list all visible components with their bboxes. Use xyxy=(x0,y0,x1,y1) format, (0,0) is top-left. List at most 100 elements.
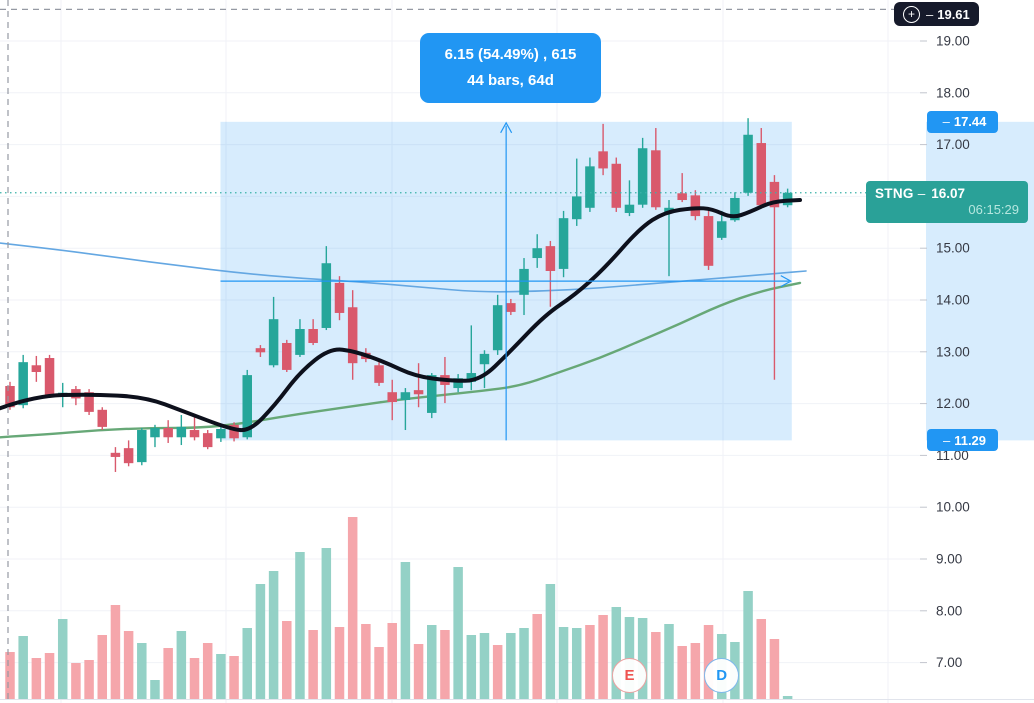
volume-bar xyxy=(229,656,239,700)
volume-bar xyxy=(532,614,542,700)
candle-body xyxy=(756,143,767,206)
price-tick-label[interactable]: 12.00 xyxy=(936,396,970,411)
volume-bar xyxy=(176,631,187,700)
volume-bar xyxy=(242,628,252,700)
volume-bar xyxy=(18,636,28,700)
range-high-price-badge: – 17.44 xyxy=(927,110,998,133)
range-up-arrowhead xyxy=(500,121,513,134)
volume-bar xyxy=(44,653,55,700)
volume-bar xyxy=(677,646,687,700)
volume-bar xyxy=(150,680,160,700)
candle-body xyxy=(532,248,542,259)
volume-bar xyxy=(84,660,94,700)
candle-body xyxy=(677,193,687,201)
earnings-marker-label: E xyxy=(624,666,635,684)
candle-body xyxy=(163,427,173,438)
price-tick-label[interactable]: 13.00 xyxy=(936,344,970,359)
earnings-marker[interactable]: E xyxy=(611,657,647,693)
candle-body xyxy=(268,319,279,366)
candle-body xyxy=(730,197,740,221)
volume-bar xyxy=(216,654,226,700)
range-tooltip-price-change: 6.15 (54.49%) , 615 xyxy=(444,46,577,63)
volume-bar xyxy=(321,548,332,700)
add-alert-icon[interactable]: + xyxy=(903,5,920,23)
candle-body xyxy=(137,430,147,463)
volume-bar xyxy=(123,631,134,700)
price-tick-label[interactable]: 7.00 xyxy=(936,655,962,670)
axis-range-highlight xyxy=(926,121,1034,441)
volume-bar xyxy=(137,643,147,700)
candle-body xyxy=(545,246,556,271)
candle-body xyxy=(571,196,582,220)
candle-body xyxy=(703,216,714,266)
candle-body xyxy=(84,392,94,412)
candle-body xyxy=(624,204,635,213)
volume-bar xyxy=(479,633,490,700)
candle-body xyxy=(743,134,753,193)
candle-body xyxy=(229,424,239,439)
volume-bar xyxy=(97,635,108,700)
candle-body xyxy=(598,151,608,169)
candle-body xyxy=(18,362,28,406)
price-tick-label[interactable]: 8.00 xyxy=(936,603,962,618)
candle-body xyxy=(479,353,490,365)
volume-bar xyxy=(651,632,661,700)
volume-bar xyxy=(202,643,213,700)
volume-bar xyxy=(413,644,424,700)
price-tick-label[interactable]: 9.00 xyxy=(936,552,962,567)
volume-bar xyxy=(427,625,437,700)
volume-bar xyxy=(492,645,503,700)
range-high-value: 17.44 xyxy=(953,114,987,130)
candle-body xyxy=(334,282,345,313)
range-low-value: 11.29 xyxy=(954,432,987,448)
last-price-value: 16.07 xyxy=(931,186,966,202)
range-tool-tooltip[interactable]: 6.15 (54.49%) , 615 44 bars, 64d xyxy=(420,33,601,103)
price-tick-label[interactable]: 18.00 xyxy=(936,85,970,100)
badge-dash: – xyxy=(942,114,950,130)
volume-bar xyxy=(361,624,371,700)
candle-body xyxy=(202,433,213,448)
candle-body xyxy=(664,207,674,212)
volume-bar xyxy=(506,633,516,700)
volume-bar xyxy=(558,627,569,700)
price-tick-label[interactable]: 17.00 xyxy=(936,137,970,152)
price-tick-label[interactable]: 10.00 xyxy=(936,500,970,515)
range-tooltip-bars: 44 bars, 64d xyxy=(467,72,554,89)
price-tick-label[interactable]: 19.00 xyxy=(936,34,970,49)
volume-bar xyxy=(545,584,556,700)
volume-bar xyxy=(585,625,595,700)
candle-body xyxy=(5,385,15,408)
symbol-last-price-badge[interactable]: STNG – 16.07 06:15:29 xyxy=(866,180,1028,223)
candle-body xyxy=(282,342,292,370)
crosshair-price-badge: + – 19.61 xyxy=(894,2,979,26)
candle-body xyxy=(585,166,595,208)
bar-close-countdown: 06:15:29 xyxy=(968,202,1019,218)
volume-bar xyxy=(453,567,463,700)
volume-bar xyxy=(295,552,305,700)
volume-bar xyxy=(769,639,780,700)
volume-bar xyxy=(664,624,674,700)
price-tick-label[interactable]: 14.00 xyxy=(936,293,970,308)
candle-body xyxy=(637,148,648,205)
candle-body xyxy=(690,195,701,217)
candle-body xyxy=(716,221,727,238)
candle-body xyxy=(374,365,384,383)
pane-bottom-separator xyxy=(0,699,1034,700)
candle-body xyxy=(769,181,780,208)
volume-bar xyxy=(466,635,477,700)
volume-bar xyxy=(347,517,358,700)
candle-body xyxy=(308,329,318,343)
volume-bar xyxy=(571,628,582,700)
volume-bar xyxy=(308,630,318,700)
candle-body xyxy=(347,307,358,364)
badge-dash: – xyxy=(917,186,926,202)
badge-dash: – xyxy=(942,432,951,448)
candle-body xyxy=(611,163,622,208)
candle-body xyxy=(295,329,305,355)
price-tick-label[interactable]: 11.00 xyxy=(936,448,969,463)
price-tick-label[interactable]: 15.00 xyxy=(936,241,970,256)
dividend-marker[interactable]: D xyxy=(704,657,740,693)
volume-bar xyxy=(5,652,15,700)
